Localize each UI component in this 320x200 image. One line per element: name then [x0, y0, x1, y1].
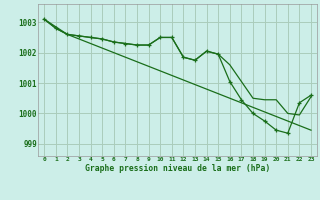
- X-axis label: Graphe pression niveau de la mer (hPa): Graphe pression niveau de la mer (hPa): [85, 164, 270, 173]
